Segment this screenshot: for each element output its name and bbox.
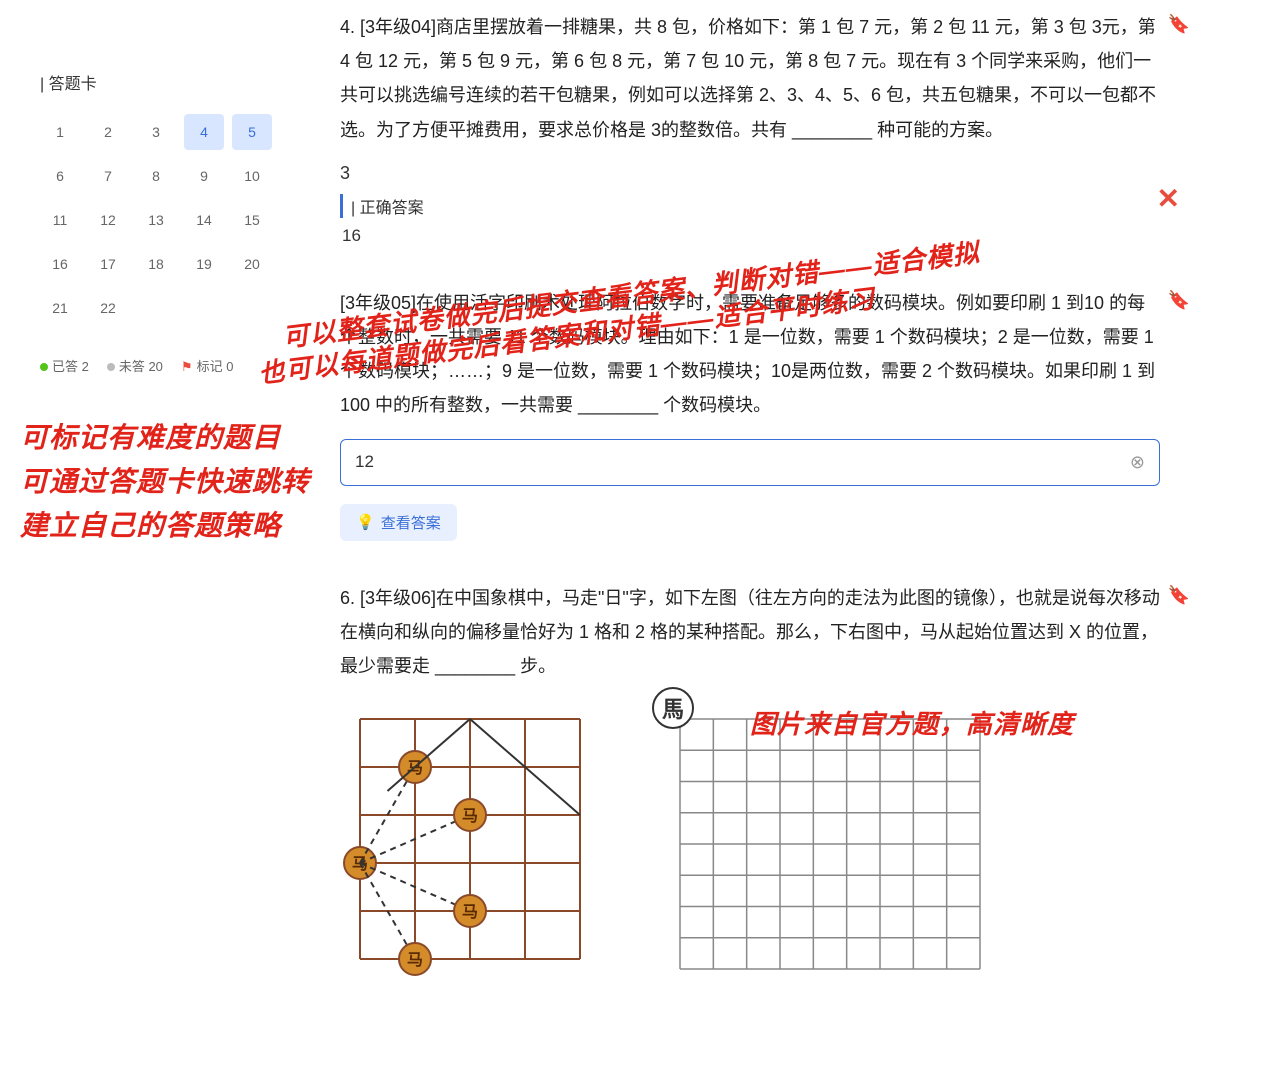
bookmark-icon[interactable]: 🔖 [1168,14,1190,35]
horse-piece-label: 馬 [652,687,694,729]
answer-cell-6[interactable]: 6 [40,158,80,194]
lightbulb-icon: 💡 [356,513,375,531]
svg-text:马: 马 [462,903,478,921]
answer-cell-12[interactable]: 12 [88,202,128,238]
question-4-text: 4. [3年级04]商店里摆放着一排糖果，共 8 包，价格如下：第 1 包 7 … [340,10,1160,147]
answer-card-panel: | 答题卡 1234567891011121314151617181920212… [40,70,280,375]
stat-answered: 已答 2 [40,356,89,375]
annotation-right: 图片来自官方题，高清晰度 [750,704,1074,741]
answer-cell-15[interactable]: 15 [232,202,272,238]
answer-cell-3[interactable]: 3 [136,114,176,150]
answer-cell-22[interactable]: 22 [88,290,128,326]
stat-unanswered: 未答 20 [107,356,163,375]
annotation-left-1: 可标记有难度的题目 [20,416,281,461]
answer-cell-1[interactable]: 1 [40,114,80,150]
answer-card-title: | 答题卡 [40,70,280,94]
svg-text:马: 马 [407,951,423,969]
correct-answer-value: 16 [342,226,1160,246]
answer-cell-18[interactable]: 18 [136,246,176,282]
answer-cell-19[interactable]: 19 [184,246,224,282]
answer-cell-10[interactable]: 10 [232,158,272,194]
annotation-left-3: 建立自己的答题策略 [20,504,281,549]
answer-cell-20[interactable]: 20 [232,246,272,282]
answer-input[interactable]: 12 ⊗ [340,439,1160,486]
answer-cell-9[interactable]: 9 [184,158,224,194]
svg-text:马: 马 [462,807,478,825]
bookmark-icon[interactable]: 🔖 [1168,290,1190,311]
question-area: 🔖 4. [3年级04]商店里摆放着一排糖果，共 8 包，价格如下：第 1 包 … [340,10,1160,1044]
flag-icon: ⚑ [181,359,193,374]
answer-card-grid: 12345678910111213141516171819202122 [40,114,280,326]
answer-cell-21[interactable]: 21 [40,290,80,326]
wrong-icon: ✕ [1157,182,1180,215]
clear-icon[interactable]: ⊗ [1130,452,1145,473]
chess-diagram-left: 马马马马马 [340,699,600,1004]
answer-cell-11[interactable]: 11 [40,202,80,238]
answer-cell-16[interactable]: 16 [40,246,80,282]
question-6-text: 6. [3年级06]在中国象棋中，马走"日"字，如下左图（往左方向的走法为此图的… [340,581,1160,684]
answer-cell-5[interactable]: 5 [232,114,272,150]
answer-stats: 已答 2 未答 20 ⚑标记 0 [40,356,280,375]
answer-cell-7[interactable]: 7 [88,158,128,194]
answer-cell-14[interactable]: 14 [184,202,224,238]
answer-cell-8[interactable]: 8 [136,158,176,194]
stat-flagged: ⚑标记 0 [181,356,234,375]
bookmark-icon[interactable]: 🔖 [1168,585,1190,606]
question-4-user-answer: 3 [340,163,1160,184]
see-answer-button[interactable]: 💡 查看答案 [340,504,457,541]
answer-input-value: 12 [355,452,374,472]
question-6: 🔖 6. [3年级06]在中国象棋中，马走"日"字，如下左图（往左方向的走法为此… [340,581,1160,1005]
correct-answer-label: | 正确答案 [340,194,1160,218]
question-4: 🔖 4. [3年级04]商店里摆放着一排糖果，共 8 包，价格如下：第 1 包 … [340,10,1160,246]
answer-cell-4[interactable]: 4 [184,114,224,150]
answer-cell-17[interactable]: 17 [88,246,128,282]
annotation-left-2: 可通过答题卡快速跳转 [20,460,310,505]
answer-cell-13[interactable]: 13 [136,202,176,238]
chess-diagram-right: 馬 [660,699,1000,1004]
answer-cell-2[interactable]: 2 [88,114,128,150]
chess-diagrams: 马马马马马 馬 [340,699,1160,1004]
